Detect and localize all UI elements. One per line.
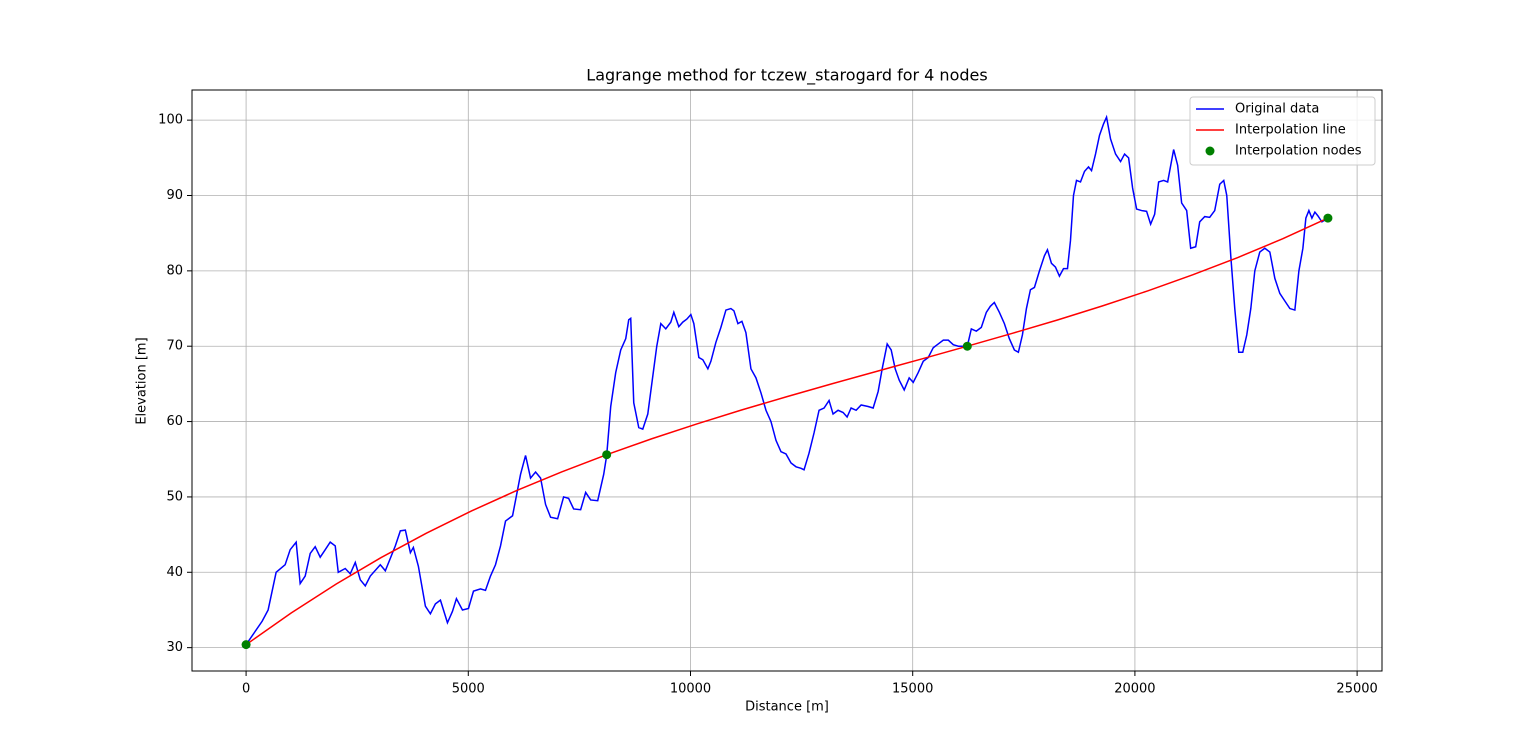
y-tick-label: 90	[166, 188, 183, 203]
x-tick-label: 10000	[670, 682, 711, 697]
legend-label: Interpolation line	[1235, 123, 1346, 138]
y-tick-label: 40	[166, 565, 183, 580]
data-point	[241, 640, 251, 650]
y-tick-label: 70	[166, 339, 183, 354]
x-tick-label: 20000	[1114, 682, 1155, 697]
data-point	[962, 341, 972, 351]
y-axis-label: Elevation [m]	[135, 337, 150, 424]
x-tick-label: 15000	[892, 682, 933, 697]
x-tick-label: 25000	[1336, 682, 1377, 697]
y-tick-label: 50	[166, 489, 183, 504]
legend-box	[1189, 96, 1376, 166]
y-tick-label: 60	[166, 414, 183, 429]
y-tick-label: 100	[158, 113, 183, 128]
legend-label: Interpolation nodes	[1235, 144, 1362, 159]
y-tick-label: 80	[166, 263, 183, 278]
legend-label: Original data	[1235, 102, 1319, 117]
legend-marker	[1205, 146, 1215, 156]
x-axis-label: Distance [m]	[745, 700, 829, 715]
x-tick-label: 0	[242, 682, 250, 697]
chart-title: Lagrange method for tczew_starogard for …	[586, 66, 987, 86]
y-tick-label: 30	[166, 640, 183, 655]
data-line	[245, 217, 1329, 646]
x-tick-label: 5000	[452, 682, 485, 697]
plot-frame	[191, 89, 1383, 672]
data-line	[245, 114, 1329, 646]
data-point	[1323, 213, 1333, 223]
data-point	[602, 450, 612, 460]
